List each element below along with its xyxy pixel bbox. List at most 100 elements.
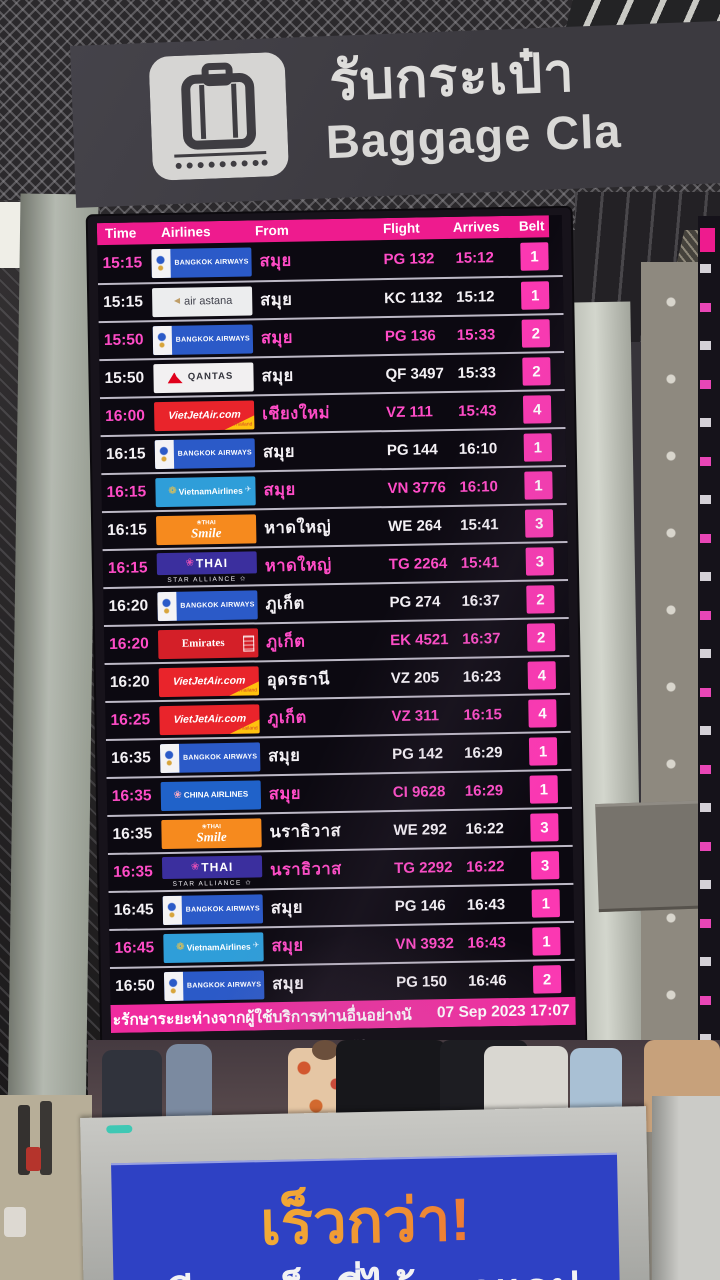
adjacent-kiosk: [652, 1096, 720, 1280]
flight-arrival-time: 16:43: [467, 933, 506, 952]
red-bag: [26, 1147, 41, 1171]
flight-time: 16:00: [105, 407, 146, 426]
flight-origin: หาดใหญ่: [264, 556, 332, 576]
person-leg: [40, 1101, 52, 1175]
airline-label: VietJetAir.com: [167, 408, 241, 422]
flight-arrival-time: 16:15: [463, 705, 502, 724]
flight-origin: สมุย: [263, 480, 296, 500]
airline-logo: ❁ VietnamAirlines: [153, 472, 258, 510]
airline-logo-box: VietJetAir.com Thailand: [153, 399, 255, 431]
flight-origin: สมุย: [268, 784, 302, 804]
airline-label: BANGKOK AIRWAYS: [185, 904, 261, 914]
airline-logo: BANGKOK AIRWAYS: [153, 434, 258, 472]
flight-number: PG 150: [395, 972, 448, 991]
belt-badge: 2: [526, 623, 556, 652]
flight-arrival-time: 16:46: [467, 971, 507, 990]
airline-logo: ❀THAI Smile: [159, 814, 264, 852]
belt-badge: 2: [521, 319, 551, 348]
airline-logo: Emirates: [156, 624, 261, 662]
airline-logo: QANTAS: [151, 358, 256, 396]
flight-arrival-time: 15:33: [456, 325, 496, 344]
airline-logo-box: VietJetAir.com Thailand: [158, 665, 260, 697]
flight-arrival-time: 15:41: [460, 553, 500, 572]
flight-time: 15:15: [102, 254, 143, 273]
flight-arrival-time: 15:12: [456, 287, 495, 306]
flight-number: QF 3497: [385, 364, 445, 383]
airline-label: BANGKOK AIRWAYS: [180, 600, 255, 610]
airline-logo: ◄ air astana: [150, 282, 255, 320]
airline-logo-box: BANGKOK AIRWAYS: [151, 246, 252, 278]
airline-logo-box: BANGKOK AIRWAYS: [154, 437, 256, 469]
flight-time: 16:20: [108, 597, 149, 615]
ticker-message: ะรักษาระยะห่างจากผู้ใช้บริการท่านอื่นอย่…: [112, 1006, 412, 1029]
airline-logo-box: QANTAS: [153, 361, 254, 393]
flight-time: 16:35: [111, 787, 152, 805]
status-led: [106, 1124, 133, 1134]
header-from: From: [254, 222, 289, 239]
airline-label: BANGKOK AIRWAYS: [175, 334, 251, 344]
flight-time: 16:45: [114, 939, 155, 957]
flight-number: KC 1132: [384, 288, 443, 307]
floor: [0, 1095, 92, 1280]
header-flight: Flight: [382, 220, 420, 237]
airline-label: BANGKOK AIRWAYS: [177, 448, 253, 458]
flight-time: 16:20: [109, 673, 150, 691]
flight-number: VN 3932: [395, 934, 454, 953]
belt-badge: 1: [524, 471, 553, 500]
airline-label: THAI: [195, 555, 229, 570]
belt-badge: 3: [530, 851, 560, 880]
airline-logo: VietJetAir.com Thailand: [152, 396, 257, 434]
flight-number: WE 292: [393, 820, 447, 839]
flight-time: 16:35: [113, 863, 153, 881]
airline-label: BANGKOK AIRWAYS: [182, 752, 258, 762]
flight-time: 16:35: [111, 749, 151, 767]
airline-label: Smile: [196, 828, 227, 844]
flight-number: TG 2292: [393, 858, 453, 877]
airline-logo-box: BANGKOK AIRWAYS: [157, 589, 258, 621]
white-bag: [4, 1207, 26, 1237]
flight-number: PG 136: [384, 326, 436, 345]
airline-logo-box: ❀ THAI: [156, 550, 257, 575]
airline-label: Smile: [190, 524, 222, 541]
flight-origin: สมุย: [262, 442, 296, 462]
flight-origin: หาดใหญ่: [264, 518, 332, 538]
airline-logo-box: ❀ CHINA AIRLINES: [160, 779, 262, 811]
left-pole: [7, 193, 99, 1131]
flight-arrival-time: 16:22: [465, 857, 505, 876]
flight-number: PG 142: [392, 744, 444, 763]
flight-time: 16:15: [107, 521, 148, 539]
flight-arrival-time: 16:22: [465, 819, 504, 838]
ad-screen: เร็วกว่า! เรียกแท็กซี่ได้จากแอป: [111, 1152, 621, 1280]
flight-number: CI 9628: [392, 782, 446, 801]
flight-time: 16:15: [106, 483, 147, 501]
belt-badge: 2: [522, 357, 551, 386]
airline-logo-box: BANGKOK AIRWAYS: [163, 969, 265, 1001]
flight-time: 16:35: [112, 825, 153, 843]
belt-badge: 3: [524, 509, 554, 538]
flight-number: VZ 205: [390, 668, 440, 687]
airline-logo-box: ❁ VietnamAirlines: [155, 475, 256, 507]
airline-label: THAI: [201, 859, 234, 874]
airline-logo: BANGKOK AIRWAYS: [162, 966, 267, 1004]
flight-number: PG 132: [383, 249, 435, 268]
flight-arrival-time: 15:33: [457, 363, 497, 382]
belt-badge: 2: [526, 585, 555, 614]
flight-time: 16:15: [107, 559, 148, 577]
ticker-datetime: 07 Sep 2023 17:07: [436, 1001, 570, 1022]
belt-badge: 3: [530, 813, 559, 842]
flight-origin: ภูเก็ต: [267, 708, 307, 728]
flight-number: PG 146: [394, 896, 446, 915]
flight-number: TG 2264: [388, 554, 448, 573]
airline-logo-box: BANGKOK AIRWAYS: [162, 893, 264, 925]
flight-time: 16:20: [109, 635, 149, 653]
airline-sublabel: STAR ALLIANCE ✩: [167, 575, 247, 584]
baggage-claim-icon: [148, 52, 289, 181]
arrivals-screen: Time Airlines From Flight Arrives Belt 1…: [96, 215, 576, 1033]
flight-number: PG 144: [386, 440, 438, 459]
airline-label: VietnamAirlines: [178, 485, 243, 497]
flight-origin: สมุย: [260, 290, 293, 310]
airline-label: VietJetAir.com: [172, 712, 247, 726]
flight-origin: เชียงใหม่: [262, 404, 331, 424]
airline-logo: ❁ VietnamAirlines: [161, 928, 266, 966]
airline-label: BANGKOK AIRWAYS: [186, 980, 262, 990]
